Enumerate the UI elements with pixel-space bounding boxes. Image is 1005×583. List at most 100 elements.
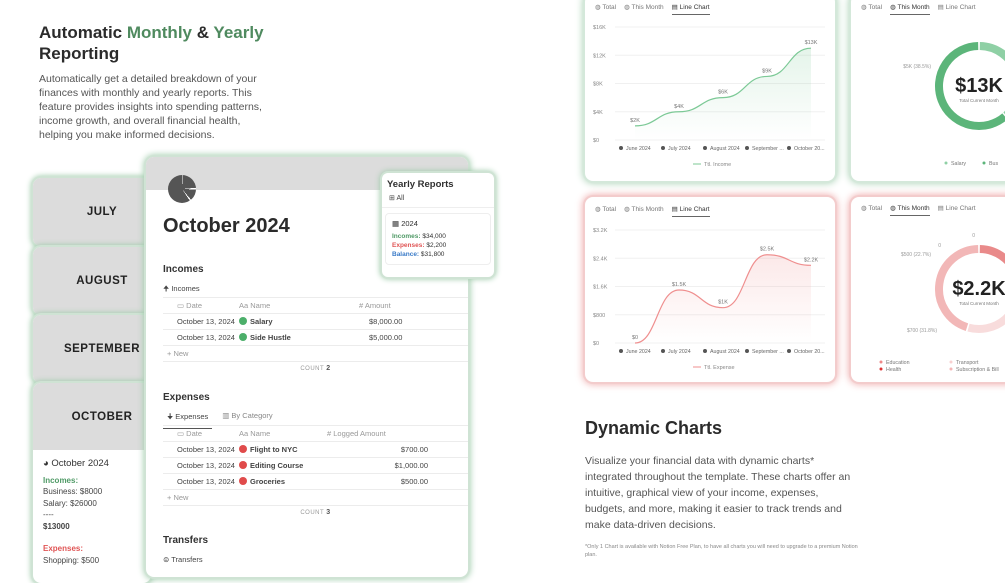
- incomes-label: Incomes:: [43, 475, 79, 485]
- data-label: $2.2K: [804, 257, 819, 263]
- month-card-october[interactable]: OCTOBER ◕ October 2024 Incomes: Business…: [33, 383, 151, 583]
- october-title: ◕ October 2024: [43, 458, 109, 469]
- table-row[interactable]: October 13, 2024 Side Hustle $5,000.00: [163, 329, 468, 345]
- expense-line-chart-card: ◍ Total ◍ This Month ▤ Line Chart $0 $800 $1…: [585, 197, 835, 382]
- income-line: Salary: $26000: [43, 498, 97, 508]
- tab-by-category[interactable]: ▥ By Category: [222, 411, 273, 420]
- year-card-2024[interactable]: ▦ 2024 Incomes: $34,000 Expenses: $2,200…: [385, 213, 491, 265]
- x-tick-label: July 2024: [668, 349, 691, 355]
- data-label: $2.5K: [760, 247, 775, 253]
- tab-this-month[interactable]: ◍ This Month: [624, 206, 664, 213]
- tab-this-month[interactable]: ◍ This Month: [624, 4, 664, 11]
- expenses-view-tabs: 🠋 Expenses ▥ By Category: [163, 411, 273, 429]
- legend-label: Transport: [956, 360, 979, 366]
- month-label: OCTOBER: [33, 383, 151, 450]
- donut-slice: [979, 245, 1005, 265]
- y-tick-label: $1.6K: [593, 285, 608, 291]
- slice-label: $5K (38.5%): [903, 64, 931, 70]
- month-card-september[interactable]: SEPTEMBER: [33, 315, 151, 383]
- tab-line-chart[interactable]: ▤ Line Chart: [671, 205, 710, 217]
- tab-this-month[interactable]: ◍ This Month: [890, 204, 930, 216]
- slice-label: 0: [938, 243, 941, 249]
- donut-slice: [979, 42, 1005, 115]
- data-label: $1.5K: [672, 282, 687, 288]
- tab-line-chart[interactable]: ▤ Line Chart: [671, 3, 710, 15]
- tab-total[interactable]: ◍ Total: [595, 206, 617, 213]
- expense-line: Shopping: $500: [43, 555, 100, 565]
- legend-dot: [879, 360, 883, 364]
- col-name: Aa Name: [239, 301, 271, 310]
- new-row-button[interactable]: + New: [163, 489, 468, 505]
- incomes-table: ▭ Date Aa Name # Amount October 13, 2024 Sa…: [163, 297, 468, 377]
- table-row[interactable]: October 13, 2024 Editing Course $1,000.00: [163, 457, 468, 473]
- center-value: $2.2K: [952, 278, 1005, 300]
- category-icon: [661, 349, 665, 353]
- donut-slice: [935, 42, 1005, 130]
- legend-dot: [949, 367, 953, 371]
- transfers-view-tab[interactable]: ⊜ Transfers: [163, 555, 203, 564]
- col-date: ▭ Date: [177, 301, 203, 310]
- y-tick-label: $0: [593, 138, 599, 144]
- tab-total[interactable]: ◍ Total: [595, 4, 617, 11]
- y-tick-label: $800: [593, 313, 605, 319]
- x-tick-label: July 2024: [668, 146, 691, 152]
- incomes-view-tab[interactable]: 🠉 Incomes: [163, 284, 200, 293]
- category-icon: [745, 349, 749, 353]
- y-tick-label: $16K: [593, 25, 606, 31]
- x-tick-label: October 20...: [794, 349, 825, 355]
- view-all-tab[interactable]: ⊞ All: [382, 194, 494, 208]
- y-tick-label: $4K: [593, 110, 603, 116]
- expense-icon: [239, 445, 247, 453]
- category-icon: [619, 146, 623, 150]
- expense-icon: [239, 461, 247, 469]
- legend-dot: [944, 161, 948, 165]
- y-tick-label: $0: [593, 341, 599, 347]
- chart-tabs: ◍ Total ◍ This Month ▤ Line Chart: [595, 3, 710, 15]
- tab-this-month[interactable]: ◍ This Month: [890, 3, 930, 15]
- data-label: $0: [632, 335, 638, 341]
- x-tick-label: September ...: [752, 146, 784, 152]
- tab-line-chart[interactable]: ▤ Line Chart: [937, 4, 976, 11]
- tab-total[interactable]: ◍ Total: [861, 4, 883, 11]
- data-label: $13K: [805, 40, 818, 46]
- month-card-august[interactable]: AUGUST: [33, 247, 151, 315]
- x-tick-label: June 2024: [626, 349, 651, 355]
- income-total: $13000: [43, 521, 70, 531]
- table-row[interactable]: October 13, 2024 Groceries $500.00: [163, 473, 468, 489]
- table-row[interactable]: October 13, 2024 Flight to NYC $700.00: [163, 441, 468, 457]
- center-value: $13K: [955, 75, 1003, 97]
- transfers-heading: Transfers: [163, 535, 209, 546]
- pie-chart-icon: [168, 175, 196, 203]
- month-card-july[interactable]: JULY: [33, 178, 151, 246]
- category-icon: [745, 146, 749, 150]
- new-row-button[interactable]: + New: [163, 345, 468, 361]
- income-line-chart-card: ◍ Total ◍ This Month ▤ Line Chart $0 $4K $8K…: [585, 0, 835, 181]
- category-icon: [661, 146, 665, 150]
- page-title: October 2024: [163, 215, 290, 237]
- income-line: Business: $8000: [43, 487, 103, 496]
- col-amount: # Amount: [359, 301, 391, 310]
- expense-donut-card: ◍ Total ◍ This Month ▤ Line Chart $2.2K Tot…: [851, 197, 1005, 382]
- expenses-count: COUNT 3: [300, 509, 331, 516]
- data-label: $9K: [762, 68, 772, 74]
- expense-line-chart: $0 $800 $1.6K $2.4K $3.2K $0 $1.5K $1K $2.5K $2.2…: [593, 228, 825, 371]
- tab-total[interactable]: ◍ Total: [861, 205, 883, 212]
- series-area: [635, 48, 811, 140]
- dynamic-charts-text: Visualize your financial data with dynam…: [585, 455, 851, 531]
- category-icon: [787, 146, 791, 150]
- center-label: Total Current Month: [959, 98, 999, 103]
- legend-label: Ttl. Expense: [704, 365, 735, 371]
- incomes-count: COUNT 2: [300, 365, 331, 372]
- table-row[interactable]: October 13, 2024 Salary $8,000.00: [163, 313, 468, 329]
- x-tick-label: June 2024: [626, 146, 651, 152]
- yearly-title: Yearly Reports: [387, 179, 454, 190]
- yearly-reports-card: Yearly Reports ⊞ All ▦ 2024 Incomes: $34…: [382, 173, 494, 277]
- tab-expenses[interactable]: 🠋 Expenses: [163, 411, 213, 429]
- y-tick-label: $3.2K: [593, 228, 608, 234]
- intro-text: Automatically get a detailed breakdown o…: [39, 73, 262, 141]
- tab-line-chart[interactable]: ▤ Line Chart: [937, 205, 976, 212]
- legend-label: Salary: [951, 161, 966, 167]
- expenses-heading: Expenses: [163, 392, 210, 403]
